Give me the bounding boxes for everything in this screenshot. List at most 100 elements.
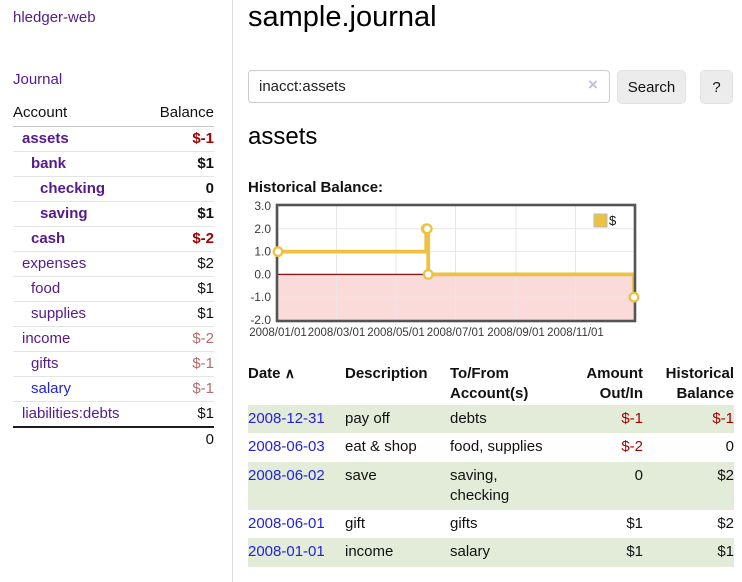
account-row-liabilities-debts: liabilities:debts $1 bbox=[13, 401, 214, 427]
transaction-date-link[interactable]: 2008-01-01 bbox=[248, 543, 325, 561]
register-row: 2008-12-31 pay off debts $-1 $-1 bbox=[248, 405, 734, 434]
account-row-supplies: supplies $1 bbox=[13, 301, 214, 327]
account-balance: $1 bbox=[146, 151, 214, 177]
transaction-amount: 0 bbox=[634, 466, 643, 484]
sidebar: hledger-web Journal Account Balance asse… bbox=[0, 0, 233, 582]
transaction-accounts: debts bbox=[450, 410, 487, 427]
accounts-header-account: Account bbox=[13, 100, 147, 127]
register-header-description: Description bbox=[345, 365, 428, 382]
svg-text:2.0: 2.0 bbox=[254, 222, 271, 236]
account-link-expenses[interactable]: expenses bbox=[22, 255, 87, 272]
transaction-accounts: salary bbox=[450, 543, 491, 561]
register-header-account: To/From Account(s) bbox=[450, 365, 529, 402]
transaction-balance: $-1 bbox=[712, 410, 734, 427]
transaction-description: save bbox=[345, 466, 377, 484]
account-row-checking: checking 0 bbox=[13, 176, 214, 202]
account-link-gifts[interactable]: gifts bbox=[31, 355, 59, 372]
account-row-bank: bank $1 bbox=[13, 151, 214, 177]
account-balance: $-2 bbox=[146, 326, 214, 352]
sidebar-item-journal[interactable]: Journal bbox=[13, 71, 63, 88]
svg-text:$: $ bbox=[609, 213, 617, 228]
app-brand-link[interactable]: hledger-web bbox=[13, 9, 96, 26]
transaction-date-link[interactable]: 2008-06-01 bbox=[248, 515, 325, 532]
account-balance: $-1 bbox=[146, 376, 214, 402]
register-header-balance: Historical Balance bbox=[665, 365, 734, 402]
chart-container: $3.0 2.0 1.0 0.0 -1.0 -2.0 2008/01/01 2008/03/0… bbox=[245, 199, 734, 353]
account-row-salary: salary $-1 bbox=[13, 376, 214, 402]
account-link-cash[interactable]: cash bbox=[31, 230, 66, 247]
account-heading: assets bbox=[248, 123, 318, 150]
help-button[interactable]: ? bbox=[700, 70, 733, 104]
svg-text:2008/07/01: 2008/07/01 bbox=[427, 327, 485, 339]
account-balance: $1 bbox=[146, 276, 214, 302]
transaction-date-link[interactable]: 2008-06-02 bbox=[248, 466, 325, 484]
register-header-amount: Amount Out/In bbox=[586, 365, 643, 402]
search-input[interactable] bbox=[248, 70, 610, 103]
chart-section-label: Historical Balance: bbox=[248, 179, 384, 196]
search-form: × Search ? bbox=[248, 70, 734, 104]
account-balance: 0 bbox=[146, 176, 214, 202]
transaction-description: income bbox=[345, 543, 394, 561]
svg-text:2008/05/01: 2008/05/01 bbox=[367, 327, 425, 339]
register-header-date[interactable]: Date ∧ bbox=[248, 365, 295, 382]
register-row: 2008-06-02 save saving, checking 0 $2 bbox=[248, 461, 734, 510]
accounts-total-balance: 0 bbox=[146, 426, 214, 452]
account-row-saving: saving $1 bbox=[13, 201, 214, 227]
account-row-cash: cash $-2 bbox=[13, 226, 214, 252]
register-header-row: Date ∧ Description To/From Account(s) Am… bbox=[248, 362, 734, 405]
account-balance: $2 bbox=[146, 251, 214, 277]
account-link-bank[interactable]: bank bbox=[31, 155, 67, 172]
transaction-amount: $-2 bbox=[621, 438, 643, 456]
clear-search-icon[interactable]: × bbox=[588, 75, 598, 94]
account-link-food[interactable]: food bbox=[31, 280, 61, 297]
account-balance: $1 bbox=[146, 301, 214, 327]
transaction-date-link[interactable]: 2008-12-31 bbox=[248, 410, 325, 427]
register-row: 2008-01-01 income salary $1 $1 bbox=[248, 538, 734, 567]
account-row-food: food $1 bbox=[13, 276, 214, 302]
main-content: sample.journal × Search ? assets Histori… bbox=[248, 0, 734, 582]
svg-text:-1.0: -1.0 bbox=[250, 290, 271, 304]
account-link-liabilities-debts[interactable]: liabilities:debts bbox=[22, 405, 120, 422]
account-link-income[interactable]: income bbox=[22, 330, 71, 347]
svg-text:1.0: 1.0 bbox=[254, 245, 271, 259]
account-link-assets[interactable]: assets bbox=[22, 130, 69, 147]
transaction-balance: $2 bbox=[717, 466, 734, 484]
svg-text:2008/11/01: 2008/11/01 bbox=[547, 327, 604, 339]
account-balance: $-1 bbox=[146, 351, 214, 377]
account-row-gifts: gifts $-1 bbox=[13, 351, 214, 377]
accounts-header-balance: Balance bbox=[146, 100, 214, 127]
account-row-assets: assets $-1 bbox=[13, 127, 214, 152]
account-link-salary[interactable]: salary bbox=[31, 380, 72, 397]
register-table: Date ∧ Description To/From Account(s) Am… bbox=[248, 362, 734, 567]
account-row-expenses: expenses $2 bbox=[13, 251, 214, 277]
transaction-description: eat & shop bbox=[345, 438, 417, 456]
account-link-saving[interactable]: saving bbox=[40, 205, 88, 222]
transaction-amount: $1 bbox=[626, 515, 643, 532]
transaction-accounts: food, supplies bbox=[450, 438, 543, 456]
register-row: 2008-06-01 gift gifts $1 $2 bbox=[248, 510, 734, 538]
transaction-balance: $2 bbox=[717, 515, 734, 532]
svg-text:0.0: 0.0 bbox=[254, 267, 271, 281]
svg-text:2008/03/01: 2008/03/01 bbox=[308, 327, 366, 339]
transaction-date-link[interactable]: 2008-06-03 bbox=[248, 438, 325, 456]
svg-text:2008/01/01: 2008/01/01 bbox=[249, 327, 307, 339]
transaction-accounts: saving, checking bbox=[450, 466, 510, 504]
accounts-total-row: 0 bbox=[13, 426, 214, 452]
account-balance: $-1 bbox=[192, 130, 214, 147]
account-balance: $-2 bbox=[146, 226, 214, 252]
account-balance: $1 bbox=[146, 401, 214, 427]
account-link-supplies[interactable]: supplies bbox=[31, 305, 87, 322]
sort-ascending-icon: ∧ bbox=[284, 365, 295, 381]
accounts-header-row: Account Balance bbox=[13, 100, 214, 127]
svg-text:2008/09/01: 2008/09/01 bbox=[487, 327, 545, 339]
account-balance: $1 bbox=[146, 201, 214, 227]
svg-text:3.0: 3.0 bbox=[254, 199, 271, 213]
svg-text:-2.0: -2.0 bbox=[250, 313, 271, 327]
account-row-income: income $-2 bbox=[13, 326, 214, 352]
transaction-balance: $1 bbox=[717, 543, 734, 561]
search-button[interactable]: Search bbox=[617, 70, 686, 104]
transaction-accounts: gifts bbox=[450, 515, 478, 532]
page-title: sample.journal bbox=[248, 1, 437, 33]
account-link-checking[interactable]: checking bbox=[40, 180, 106, 197]
